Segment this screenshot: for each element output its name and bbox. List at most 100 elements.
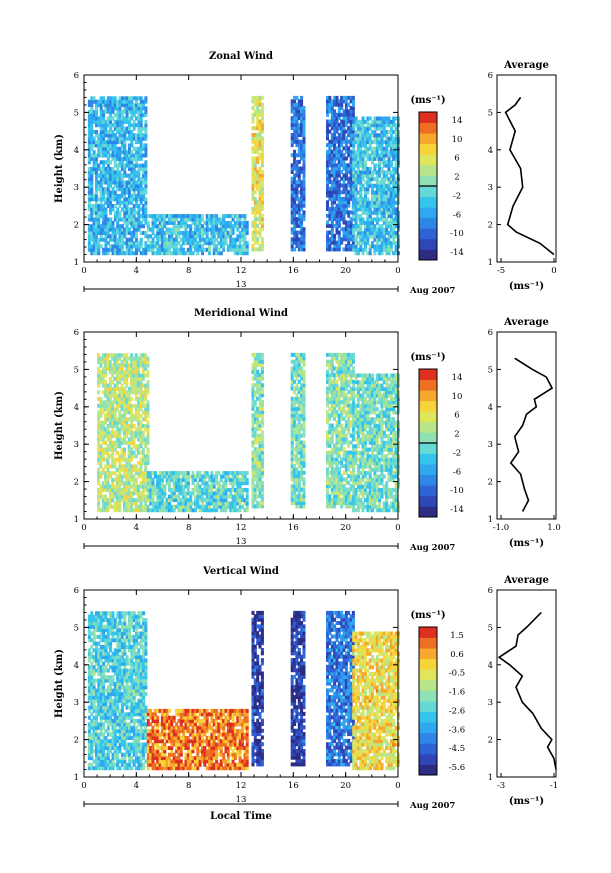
heat-cell xyxy=(132,227,136,232)
heat-cell xyxy=(144,461,148,465)
heat-cell xyxy=(337,359,341,364)
heat-cell xyxy=(337,393,341,398)
heat-cell xyxy=(118,133,122,138)
heat-cell xyxy=(297,494,301,499)
heat-cell xyxy=(258,193,262,198)
heat-cell xyxy=(111,187,115,192)
heat-cell xyxy=(97,498,101,503)
heat-cell xyxy=(290,369,294,374)
heat-cell xyxy=(130,457,134,462)
heat-cell xyxy=(158,234,162,239)
heat-cell xyxy=(337,450,341,455)
heat-cell xyxy=(184,214,188,219)
heat-cell xyxy=(108,454,112,459)
heat-cell xyxy=(118,363,122,368)
heat-cell xyxy=(330,366,334,371)
heat-cell xyxy=(175,217,179,222)
heat-cell xyxy=(333,126,337,131)
heat-cell xyxy=(137,153,141,158)
heat-cell xyxy=(123,153,127,158)
heat-cell xyxy=(130,380,134,385)
heat-cell xyxy=(382,126,386,131)
heat-cell xyxy=(300,386,304,391)
heat-cell xyxy=(333,427,337,431)
heat-cell xyxy=(111,387,115,391)
heat-cell xyxy=(394,180,398,185)
heat-cell xyxy=(373,177,377,182)
heat-cell xyxy=(368,180,372,185)
heat-cell xyxy=(366,231,370,235)
heat-cell xyxy=(184,471,188,476)
heat-cell xyxy=(256,413,260,418)
heat-cell xyxy=(352,200,356,205)
heat-cell xyxy=(142,177,146,182)
heat-cell xyxy=(196,504,200,509)
heat-cell xyxy=(90,224,94,229)
heat-cell xyxy=(335,464,339,468)
heat-cell xyxy=(87,153,91,158)
heat-cell xyxy=(300,180,304,185)
heat-cell xyxy=(387,160,391,165)
heat-cell xyxy=(123,200,127,205)
heat-cell xyxy=(135,133,138,138)
heat-cell xyxy=(99,227,103,232)
heat-cell xyxy=(382,214,386,219)
heat-cell xyxy=(151,477,155,482)
heat-cell xyxy=(212,237,216,242)
heat-cell xyxy=(361,207,365,212)
heat-cell xyxy=(238,494,242,499)
heat-cell xyxy=(258,109,262,114)
heat-cell xyxy=(99,413,103,418)
heat-cell xyxy=(215,504,219,509)
heat-cell xyxy=(144,106,148,111)
heat-cell xyxy=(385,130,389,134)
heat-cell xyxy=(196,217,200,222)
heat-cell xyxy=(137,410,141,415)
heat-cell xyxy=(113,204,117,208)
heat-cell xyxy=(144,366,148,371)
heat-cell xyxy=(347,112,351,117)
heat-cell xyxy=(326,453,329,458)
heat-cell xyxy=(175,474,179,479)
heat-cell xyxy=(102,109,106,114)
heat-cell xyxy=(387,180,391,185)
heat-cell xyxy=(368,123,372,128)
heat-cell xyxy=(130,424,134,428)
heat-cell xyxy=(104,224,108,229)
heat-cell xyxy=(118,193,122,198)
heat-cell xyxy=(106,407,110,412)
heat-cell xyxy=(106,447,110,452)
heat-cell xyxy=(356,241,360,246)
heat-cell xyxy=(258,133,262,137)
heat-cell xyxy=(106,133,110,138)
heat-cell xyxy=(297,159,301,164)
heat-cell xyxy=(389,193,393,198)
heat-cell xyxy=(366,133,370,138)
heat-cell xyxy=(111,484,115,489)
heat-cell xyxy=(139,146,143,151)
heat-cell xyxy=(300,193,304,198)
heat-cell xyxy=(330,217,334,222)
heat-cell xyxy=(168,477,171,482)
heat-cell xyxy=(134,467,138,472)
heat-cell xyxy=(245,224,249,229)
heat-cell xyxy=(342,233,346,238)
heat-cell xyxy=(108,417,112,422)
heat-cell xyxy=(349,106,353,110)
heat-cell xyxy=(158,491,162,496)
heat-cell xyxy=(90,130,94,134)
heat-cell xyxy=(99,160,103,165)
heat-cell xyxy=(177,488,181,492)
heat-cell xyxy=(328,484,332,489)
heat-cell xyxy=(156,231,160,235)
heat-cell xyxy=(139,373,143,378)
heat-cell xyxy=(351,99,355,104)
heat-cell xyxy=(141,366,145,371)
heat-cell xyxy=(116,153,120,158)
heat-cell xyxy=(256,484,260,489)
heat-cell xyxy=(337,366,341,371)
heat-cell xyxy=(113,397,117,402)
heat-cell xyxy=(217,491,221,496)
heat-cell xyxy=(109,173,113,178)
heat-cell xyxy=(217,241,221,246)
